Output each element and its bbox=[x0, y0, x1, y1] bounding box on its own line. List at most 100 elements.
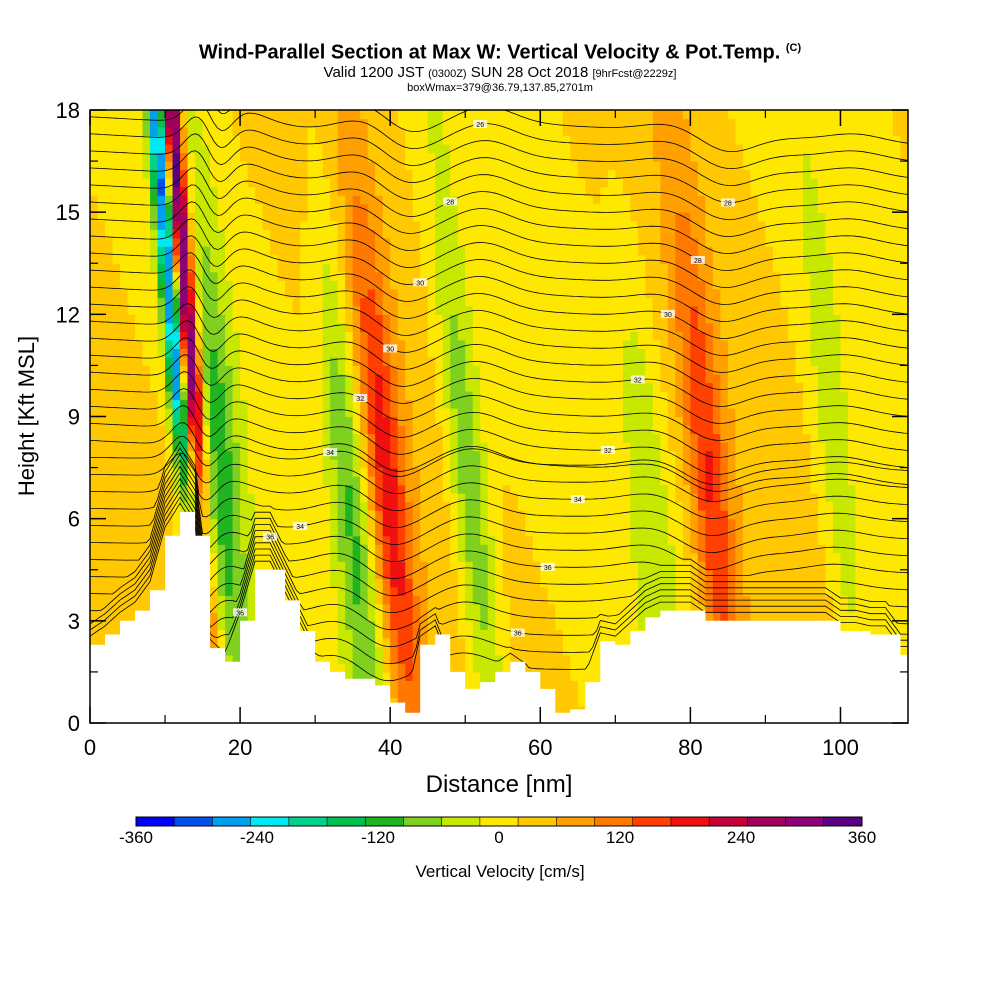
velocity-cell bbox=[322, 518, 331, 528]
velocity-cell bbox=[855, 433, 864, 443]
velocity-cell bbox=[600, 569, 609, 579]
velocity-cell bbox=[772, 390, 782, 401]
velocity-cell bbox=[600, 399, 609, 409]
velocity-cell bbox=[465, 365, 474, 375]
velocity-cell bbox=[480, 484, 489, 494]
velocity-cell bbox=[525, 450, 534, 460]
velocity-cell bbox=[315, 629, 324, 639]
velocity-cell bbox=[397, 654, 406, 664]
velocity-cell bbox=[795, 416, 804, 426]
velocity-cell bbox=[772, 433, 782, 443]
velocity-cell bbox=[510, 654, 519, 664]
velocity-cell bbox=[750, 527, 759, 537]
velocity-cell bbox=[795, 578, 804, 588]
velocity-cell bbox=[307, 442, 316, 452]
velocity-cell bbox=[420, 637, 429, 647]
velocity-cell bbox=[517, 612, 526, 622]
velocity-cell bbox=[367, 595, 376, 605]
velocity-cell bbox=[427, 450, 436, 460]
velocity-cell bbox=[712, 510, 721, 520]
velocity-cell bbox=[607, 586, 616, 596]
velocity-cell bbox=[315, 510, 324, 520]
velocity-cell bbox=[292, 331, 301, 341]
velocity-cell bbox=[585, 484, 594, 494]
velocity-cell bbox=[397, 688, 406, 699]
velocity-cell bbox=[397, 578, 406, 588]
velocity-cell bbox=[712, 518, 721, 528]
velocity-cell bbox=[667, 544, 676, 554]
velocity-cell bbox=[472, 663, 481, 673]
velocity-cell bbox=[562, 544, 571, 554]
velocity-cell bbox=[427, 603, 436, 613]
velocity-cell bbox=[315, 399, 324, 409]
velocity-cell bbox=[472, 629, 481, 639]
velocity-cell bbox=[720, 416, 729, 426]
velocity-cell bbox=[420, 484, 429, 494]
velocity-cell bbox=[457, 544, 466, 554]
velocity-cell bbox=[90, 339, 99, 349]
velocity-cell bbox=[427, 373, 436, 384]
velocity-cell bbox=[390, 654, 399, 664]
velocity-cell bbox=[360, 459, 369, 469]
velocity-cell bbox=[420, 578, 429, 588]
velocity-cell bbox=[652, 356, 661, 367]
velocity-cell bbox=[877, 561, 887, 571]
velocity-cell bbox=[187, 501, 196, 511]
velocity-cell bbox=[637, 552, 646, 562]
velocity-cell bbox=[712, 373, 721, 384]
velocity-cell bbox=[615, 407, 624, 418]
velocity-cell bbox=[735, 373, 744, 384]
velocity-cell bbox=[600, 527, 609, 537]
velocity-cell bbox=[180, 501, 189, 511]
velocity-cell bbox=[322, 467, 331, 477]
velocity-cell bbox=[660, 484, 669, 494]
velocity-cell bbox=[547, 331, 556, 341]
velocity-cell bbox=[480, 493, 489, 503]
velocity-cell bbox=[292, 510, 301, 520]
velocity-cell bbox=[315, 365, 324, 375]
velocity-cell bbox=[607, 331, 616, 341]
velocity-cell bbox=[742, 373, 751, 384]
velocity-cell bbox=[607, 603, 616, 613]
velocity-cell bbox=[870, 603, 879, 613]
velocity-cell bbox=[840, 365, 849, 375]
velocity-cell bbox=[382, 510, 391, 520]
velocity-cell bbox=[97, 356, 106, 367]
velocity-cell bbox=[135, 442, 144, 452]
velocity-cell bbox=[292, 578, 301, 588]
velocity-cell bbox=[232, 433, 241, 443]
velocity-cell bbox=[217, 544, 226, 554]
velocity-cell bbox=[427, 629, 436, 639]
velocity-cell bbox=[495, 331, 504, 341]
velocity-cell bbox=[577, 535, 586, 545]
velocity-cell bbox=[345, 459, 354, 469]
velocity-cell bbox=[225, 561, 234, 571]
velocity-cell bbox=[142, 578, 151, 588]
velocity-cell bbox=[375, 671, 384, 682]
velocity-cell bbox=[600, 339, 609, 349]
velocity-cell bbox=[810, 476, 819, 486]
velocity-cell bbox=[315, 544, 324, 554]
velocity-cell bbox=[622, 442, 631, 452]
velocity-cell bbox=[225, 654, 234, 664]
velocity-cell bbox=[727, 382, 736, 392]
velocity-cell bbox=[442, 365, 451, 375]
velocity-cell bbox=[180, 476, 189, 486]
velocity-cell bbox=[607, 535, 616, 545]
velocity-cell bbox=[450, 595, 459, 605]
velocity-cell bbox=[645, 390, 654, 401]
velocity-cell bbox=[585, 407, 594, 418]
velocity-cell bbox=[802, 501, 812, 511]
velocity-cell bbox=[90, 510, 99, 520]
velocity-cell bbox=[735, 382, 744, 392]
velocity-cell bbox=[285, 501, 294, 511]
velocity-cell bbox=[390, 433, 399, 443]
velocity-cell bbox=[375, 348, 384, 358]
velocity-cell bbox=[397, 382, 406, 392]
velocity-cell bbox=[232, 595, 241, 605]
velocity-cell bbox=[367, 569, 376, 579]
velocity-cell bbox=[232, 373, 241, 384]
velocity-cell bbox=[877, 535, 887, 545]
velocity-cell bbox=[877, 382, 887, 392]
velocity-cell bbox=[412, 442, 421, 452]
